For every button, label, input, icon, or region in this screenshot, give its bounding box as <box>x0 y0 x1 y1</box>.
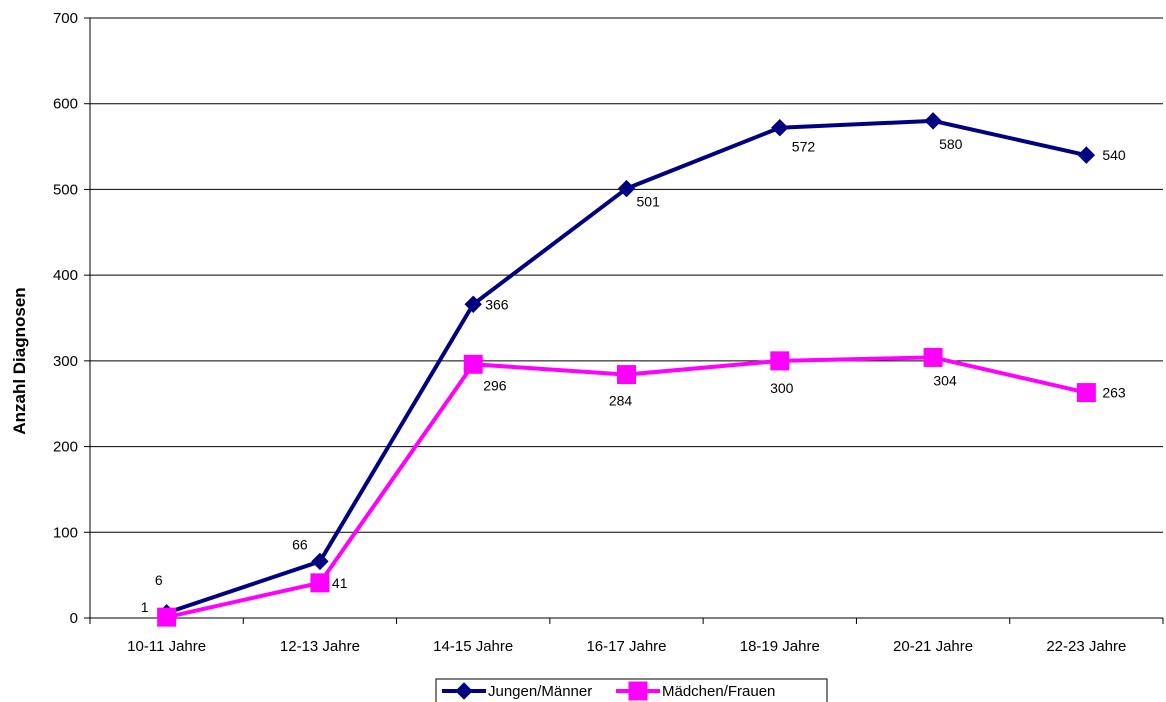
x-tick-label: 12-13 Jahre <box>280 638 360 655</box>
x-tick-label: 18-19 Jahre <box>740 638 820 655</box>
data-point <box>1077 146 1096 164</box>
data-point <box>311 552 329 571</box>
data-point <box>617 365 636 385</box>
legend: Jungen/Männer Mädchen/Frauen <box>435 678 828 702</box>
data-point <box>617 179 636 198</box>
data-label: 540 <box>1102 147 1126 163</box>
data-label: 296 <box>483 377 507 393</box>
legend-marker-0 <box>455 682 473 700</box>
data-label: 66 <box>292 536 308 552</box>
data-point <box>1076 383 1096 403</box>
data-label: 580 <box>939 136 963 152</box>
data-label: 1 <box>141 599 149 615</box>
data-point <box>923 347 943 367</box>
data-label: 6 <box>155 572 163 588</box>
data-point <box>770 351 790 371</box>
data-point <box>924 112 942 130</box>
data-point <box>464 295 482 313</box>
y-tick-label: 400 <box>53 267 78 284</box>
legend-marker-1 <box>628 681 648 701</box>
data-label: 284 <box>609 393 633 409</box>
gridlines <box>90 17 1163 533</box>
y-tick-label: 100 <box>53 524 78 541</box>
y-tick-label: 200 <box>53 439 78 456</box>
x-tick-label: 10-11 Jahre <box>127 638 206 655</box>
axes <box>84 17 1164 624</box>
series-markers <box>157 112 1096 627</box>
data-label: 300 <box>770 380 794 396</box>
data-point <box>771 119 789 137</box>
x-tick-label: 16-17 Jahre <box>586 638 666 655</box>
data-point <box>463 354 483 374</box>
data-label: 263 <box>1102 385 1126 401</box>
x-tick-label: 14-15 Jahre <box>433 638 513 655</box>
y-tick-label: 600 <box>53 96 78 113</box>
y-axis-title: Anzahl Diagnosen <box>10 287 29 434</box>
y-tick-label: 700 <box>53 10 78 27</box>
y-tick-labels: 0 100 200 300 400 500 600 700 <box>53 10 78 627</box>
data-label: 41 <box>332 575 348 591</box>
legend-label: Jungen/Männer <box>488 683 592 700</box>
x-tick-label: 22-23 Jahre <box>1046 638 1126 655</box>
data-label: 501 <box>637 194 661 210</box>
data-point <box>157 607 177 627</box>
data-label: 366 <box>485 296 509 312</box>
x-tick-label: 20-21 Jahre <box>893 638 973 655</box>
legend-label: Mädchen/Frauen <box>662 683 775 700</box>
y-tick-label: 0 <box>70 610 78 627</box>
y-tick-label: 500 <box>53 181 78 198</box>
y-tick-label: 300 <box>53 353 78 370</box>
data-label: 304 <box>933 372 957 388</box>
data-label: 572 <box>792 139 816 155</box>
data-point <box>310 573 330 593</box>
x-tick-labels: 10-11 Jahre 12-13 Jahre 14-15 Jahre 16-17 J… <box>127 638 1126 655</box>
